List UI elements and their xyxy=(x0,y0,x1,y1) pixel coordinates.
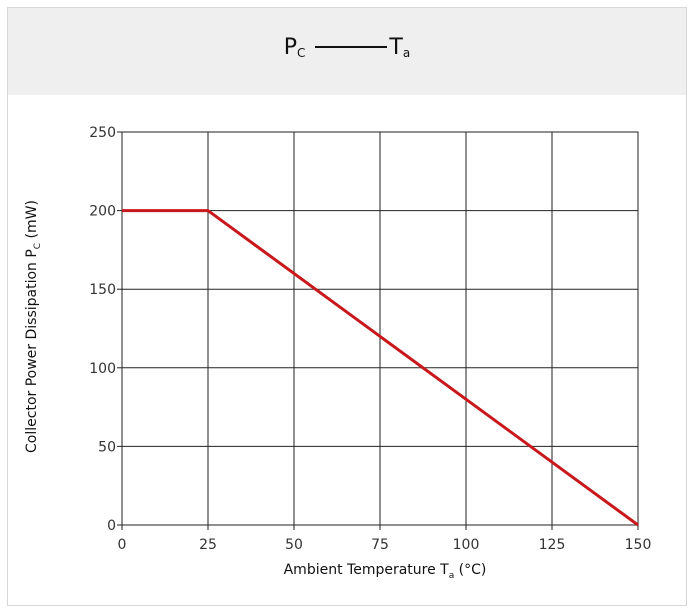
title-pc-subscript: C xyxy=(297,46,306,60)
title-ta-symbol: T xyxy=(389,35,403,60)
chart-frame: PC Ta xyxy=(7,7,687,606)
y-tick-label: 100 xyxy=(89,361,116,377)
y-tick-label: 0 xyxy=(107,518,116,534)
x-tick-label: 150 xyxy=(625,537,652,553)
x-tick-label: 100 xyxy=(453,537,480,553)
title-dash xyxy=(315,46,388,48)
chart-title: PC Ta xyxy=(8,35,686,60)
y-tick-label: 150 xyxy=(89,282,116,298)
title-ta-subscript: a xyxy=(402,46,411,60)
y-tick-label: 200 xyxy=(89,204,116,220)
y-axis-label: Collector Power Dissipation PC (mW) xyxy=(24,200,43,453)
series-line xyxy=(122,209,639,527)
x-tick-label: 125 xyxy=(539,537,566,553)
title-band: PC Ta xyxy=(8,8,686,95)
y-tick-label: 250 xyxy=(89,125,116,141)
x-tick-label: 0 xyxy=(118,537,127,553)
x-axis-label: Ambient Temperature Ta (°C) xyxy=(284,562,487,581)
x-tick-label: 25 xyxy=(199,537,217,553)
y-tick-label: 50 xyxy=(98,439,116,455)
x-tick-label: 75 xyxy=(371,537,389,553)
x-tick-label: 50 xyxy=(285,537,303,553)
title-pc-symbol: P xyxy=(283,35,298,60)
